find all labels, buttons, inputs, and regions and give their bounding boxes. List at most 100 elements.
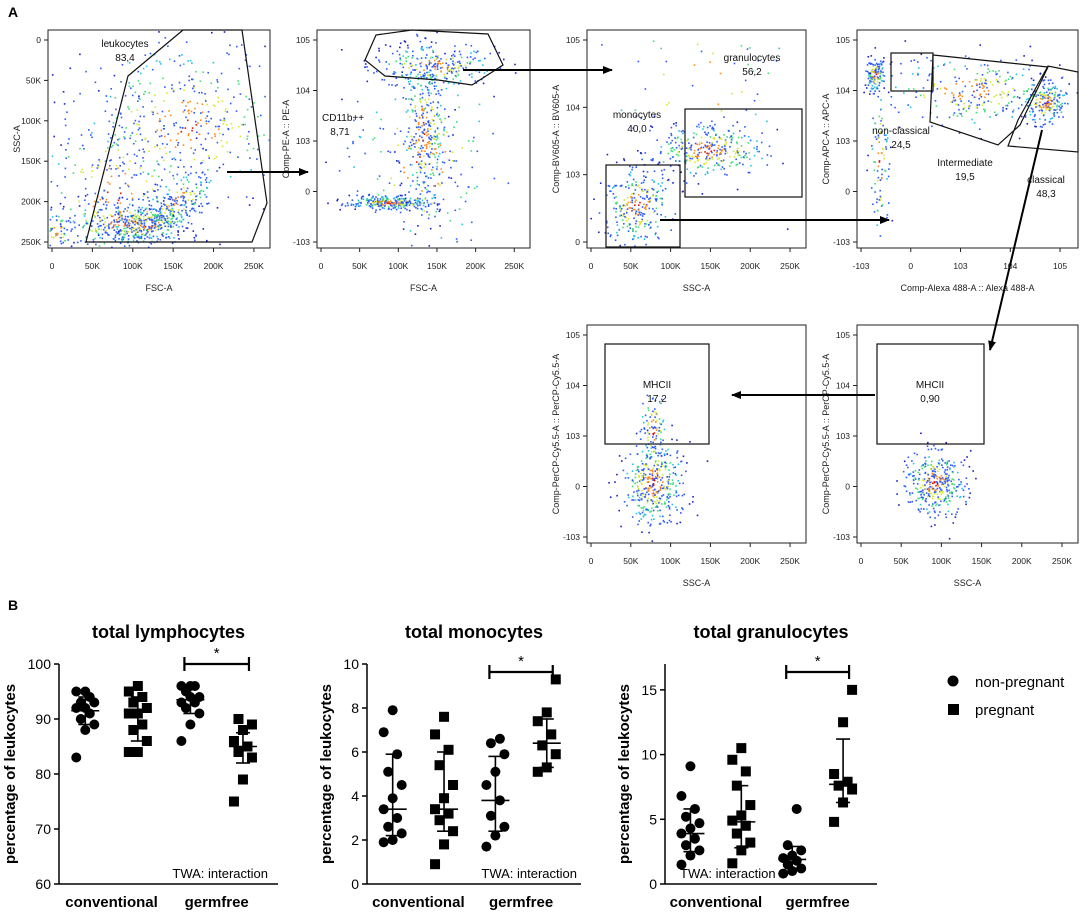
x-tick-label: 0 [319, 261, 324, 271]
flow-cytometry-panel: 0 50K 100K 150K 200K 250K 0 50K 100K 150K 200K 250K… [12, 29, 1079, 588]
gate-granulocytes [684, 108, 803, 198]
x-tick-label: 0 [50, 261, 55, 271]
gate-value-mhcii-left: 17,2 [647, 394, 667, 405]
data-point-pregnant [237, 774, 248, 785]
flow-plot-p3: 0 50K 100K 150K 200K 250K 105 104 103 0 SSC-A Comp-… [551, 29, 807, 293]
x-tick-label: 0 [859, 556, 864, 566]
y-axis-label: Comp-BV605-A :: BV605-A [551, 85, 561, 194]
data-point-non-pregnant [176, 681, 187, 691]
gate-value-classical: 48,3 [1036, 189, 1056, 200]
data-point-non-pregnant [185, 719, 196, 730]
data-point-non-pregnant [392, 813, 403, 823]
y-axis-label: percentage of leukocytes [2, 684, 19, 864]
data-point-pregnant [736, 845, 747, 856]
x-tick-label: 0 [589, 261, 594, 271]
data-point-pregnant [430, 859, 441, 870]
x-tick-label: 200K [740, 556, 760, 566]
data-point-non-pregnant [689, 833, 700, 844]
data-point-pregnant [132, 681, 143, 691]
x-category-label: conventional [372, 894, 465, 911]
x-axis-label: SSC-A [683, 578, 711, 588]
y-tick-label: 250K [21, 237, 41, 247]
data-point-pregnant [550, 749, 561, 760]
data-point-pregnant [228, 796, 239, 807]
data-point-non-pregnant [680, 811, 691, 822]
chart-total-monocytes: total monocytes 0 2 4 6 8 10 percentage of leuk… [318, 622, 581, 911]
x-tick-label: 100K [931, 556, 951, 566]
y-tick-label: 105 [836, 330, 850, 340]
x-tick-label: 50K [894, 556, 909, 566]
data-point-non-pregnant [791, 803, 802, 814]
y-tick-label: 150K [21, 156, 41, 166]
y-axis-label: SSC-A [12, 125, 22, 153]
y-axis-label: Comp-PE-A :: PE-A [281, 100, 291, 179]
gating-arrows [227, 66, 1043, 399]
data-point-pregnant [141, 703, 152, 713]
x-tick-label: 150K [163, 261, 183, 271]
x-tick-label: 250K [504, 261, 524, 271]
x-tick-label: 100K [123, 261, 143, 271]
twa-annotation: TWA: interaction [172, 866, 268, 881]
density-dots [325, 31, 517, 247]
data-point-non-pregnant [396, 828, 407, 839]
y-tick-label: 100K [21, 116, 41, 126]
y-tick-label: 200K [21, 197, 41, 207]
data-point-non-pregnant [89, 719, 100, 730]
data-point-non-pregnant [378, 727, 389, 738]
y-tick-label: -103 [833, 237, 850, 247]
y-tick-label: 103 [296, 136, 310, 146]
x-tick-label: 150K [700, 261, 720, 271]
density-dots [608, 380, 709, 542]
data-point-pregnant [434, 815, 445, 826]
y-tick-label: 4 [351, 788, 359, 804]
data-point-non-pregnant [676, 859, 687, 870]
data-point-pregnant [532, 766, 543, 777]
data-point-non-pregnant [80, 725, 91, 735]
y-tick-label: 0 [845, 482, 850, 492]
twa-annotation: TWA: interaction [680, 866, 776, 881]
x-tick-label: 100K [661, 261, 681, 271]
flow-plot-p2: 0 50K 100K 150K 200K 250K 105 104 103 0 -103 FSC-A C… [281, 29, 531, 293]
data-point-pregnant [434, 760, 445, 771]
y-tick-label: 0 [36, 35, 41, 45]
data-point-non-pregnant [387, 835, 398, 845]
data-point-non-pregnant [485, 738, 496, 749]
data-point-pregnant [123, 708, 134, 719]
data-point-non-pregnant [383, 766, 394, 777]
gate-label-classical: classical [1027, 175, 1065, 186]
gate-value-leukocytes: 83,4 [115, 53, 135, 64]
y-tick-label: 104 [566, 102, 580, 112]
x-axis-label: SSC-A [954, 578, 982, 588]
data-point-non-pregnant [680, 840, 691, 851]
data-point-pregnant [727, 754, 738, 765]
y-tick-label: -103 [833, 532, 850, 542]
legend-non-pregnant: non-pregnant [975, 674, 1065, 691]
gate-label-granulocytes: granulocytes [724, 53, 781, 64]
gate-leukocytes [85, 29, 268, 243]
x-category-label: germfree [185, 894, 249, 911]
chart-title: total granulocytes [693, 622, 848, 642]
data-point-non-pregnant [685, 761, 696, 772]
data-point-pregnant [439, 711, 450, 722]
flow-plot-p6: 0 50K 100K 150K 200K 250K 105 104 103 0 -103 SSC-A C… [821, 324, 1079, 588]
data-point-pregnant [550, 674, 561, 685]
gate-mhcii-left [604, 343, 710, 445]
data-point-pregnant [541, 707, 552, 718]
gate-label-mhcii-right: MHCII [916, 380, 944, 391]
gate-label-leukocytes: leukocytes [101, 39, 148, 50]
chart-total-granulocytes: total granulocytes 0 5 10 15 percentage of le… [616, 622, 877, 911]
x-tick-label: 50K [623, 556, 638, 566]
y-tick-label: 0 [649, 876, 657, 892]
data-point-pregnant [727, 858, 738, 869]
data-point-non-pregnant [71, 752, 82, 763]
density-dots [863, 40, 1079, 237]
x-axis-label: SSC-A [683, 283, 711, 293]
data-point-pregnant [537, 740, 548, 751]
panel-a-label: A [8, 4, 18, 20]
legend-pregnant: pregnant [975, 702, 1035, 719]
data-point-non-pregnant [75, 714, 86, 724]
flow-plot-p1: 0 50K 100K 150K 200K 250K 0 50K 100K 150K 200K 250K… [12, 29, 271, 293]
data-point-pregnant [847, 784, 858, 795]
x-tick-label: 250K [780, 261, 800, 271]
